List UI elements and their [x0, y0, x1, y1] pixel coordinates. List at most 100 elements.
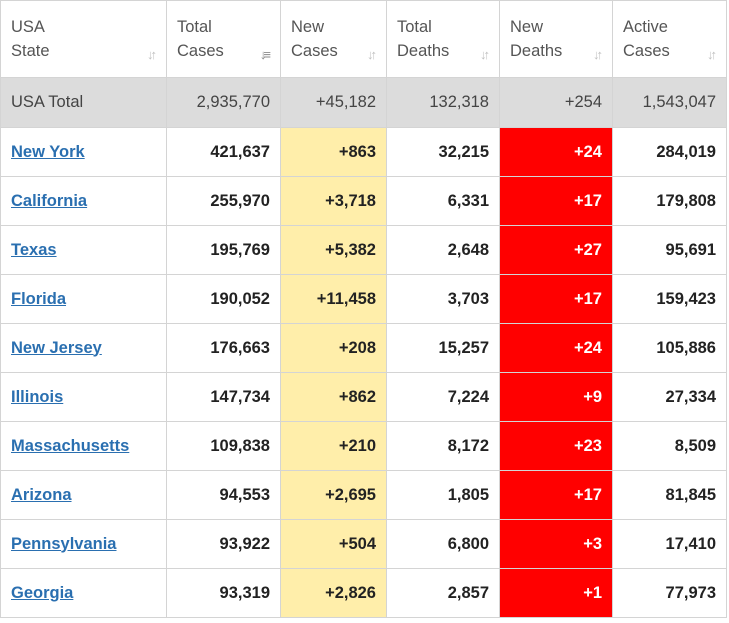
header-total-cases-line2: Cases [177, 42, 224, 60]
total-deaths-cell: 32,215 [386, 127, 500, 177]
new-cases-cell: +2,826 [280, 568, 387, 618]
state-link[interactable]: Pennsylvania [11, 534, 117, 553]
table-row: Florida 190,052 +11,458 3,703 +17 159,423 [0, 274, 727, 324]
sort-icon[interactable]: ↓↑ [367, 47, 377, 62]
table-row: Pennsylvania 93,922 +504 6,800 +3 17,410 [0, 519, 727, 569]
active-cases-cell: 81,845 [612, 470, 727, 520]
new-cases-cell: +863 [280, 127, 387, 177]
new-deaths-cell: +24 [499, 127, 613, 177]
sort-icon[interactable]: ↓↑ [593, 47, 603, 62]
state-cell: Georgia [0, 568, 167, 618]
header-total-cases[interactable]: Total Cases ↓≡ [166, 0, 281, 78]
state-cell: Massachusetts [0, 421, 167, 471]
new-cases-cell: +504 [280, 519, 387, 569]
new-deaths-cell: +24 [499, 323, 613, 373]
table-body: USA Total 2,935,770 +45,182 132,318 +254… [0, 77, 727, 618]
header-state[interactable]: USA State ↓↑ [0, 0, 167, 78]
total-deaths-cell: 1,805 [386, 470, 500, 520]
total-cases-cell: 109,838 [166, 421, 281, 471]
header-total-cases-line1: Total [177, 18, 212, 36]
state-cell: New Jersey [0, 323, 167, 373]
table-header: USA State ↓↑ Total Cases ↓≡ New Cases ↓↑… [0, 0, 727, 78]
active-cases-cell: 27,334 [612, 372, 727, 422]
header-total-deaths-line1: Total [397, 18, 432, 36]
state-link[interactable]: California [11, 191, 88, 210]
new-cases-cell: +11,458 [280, 274, 387, 324]
total-deaths-cell: 3,703 [386, 274, 500, 324]
state-link[interactable]: Florida [11, 289, 67, 308]
total-cases-cell: 176,663 [166, 323, 281, 373]
state-link[interactable]: Texas [11, 240, 57, 259]
header-new-deaths-line1: New [510, 18, 544, 36]
new-cases-cell: +210 [280, 421, 387, 471]
new-deaths-cell: +17 [499, 470, 613, 520]
new-deaths-cell: +3 [499, 519, 613, 569]
state-link[interactable]: Massachusetts [11, 436, 130, 455]
total-row: USA Total 2,935,770 +45,182 132,318 +254… [0, 77, 727, 128]
active-cases-cell: 159,423 [612, 274, 727, 324]
new-deaths-cell: +23 [499, 421, 613, 471]
header-new-deaths-line2: Deaths [510, 42, 563, 60]
state-cell: Arizona [0, 470, 167, 520]
state-link[interactable]: New York [11, 142, 85, 161]
state-link[interactable]: New Jersey [11, 338, 102, 357]
total-deaths-cell: 7,224 [386, 372, 500, 422]
total-deaths-cell: 15,257 [386, 323, 500, 373]
sort-icon[interactable]: ↓↑ [480, 47, 490, 62]
new-deaths-cell: +17 [499, 274, 613, 324]
header-active-cases[interactable]: Active Cases ↓↑ [612, 0, 727, 78]
new-cases-cell: +208 [280, 323, 387, 373]
state-cell: California [0, 176, 167, 226]
state-cell: Texas [0, 225, 167, 275]
total-deaths-cell: 2,857 [386, 568, 500, 618]
header-new-deaths[interactable]: New Deaths ↓↑ [499, 0, 613, 78]
total-new-cases: +45,182 [280, 77, 387, 128]
header-new-cases[interactable]: New Cases ↓↑ [280, 0, 387, 78]
total-cases-cell: 94,553 [166, 470, 281, 520]
table-row: California 255,970 +3,718 6,331 +17 179,808 [0, 176, 727, 226]
state-link[interactable]: Illinois [11, 387, 64, 406]
table-row: Illinois 147,734 +862 7,224 +9 27,334 [0, 372, 727, 422]
table-row: Texas 195,769 +5,382 2,648 +27 95,691 [0, 225, 727, 275]
total-total-deaths: 132,318 [386, 77, 500, 128]
total-cases-cell: 190,052 [166, 274, 281, 324]
active-cases-cell: 105,886 [612, 323, 727, 373]
total-deaths-cell: 6,800 [386, 519, 500, 569]
table-row: Arizona 94,553 +2,695 1,805 +17 81,845 [0, 470, 727, 520]
table-row: New Jersey 176,663 +208 15,257 +24 105,886 [0, 323, 727, 373]
new-cases-cell: +862 [280, 372, 387, 422]
header-state-line1: USA [11, 18, 45, 36]
new-deaths-cell: +1 [499, 568, 613, 618]
header-new-cases-line2: Cases [291, 42, 338, 60]
total-deaths-cell: 8,172 [386, 421, 500, 471]
total-deaths-cell: 6,331 [386, 176, 500, 226]
state-cell: New York [0, 127, 167, 177]
table-row: Massachusetts 109,838 +210 8,172 +23 8,509 [0, 421, 727, 471]
total-cases-cell: 195,769 [166, 225, 281, 275]
sort-desc-icon[interactable]: ↓≡ [259, 47, 271, 62]
state-link[interactable]: Arizona [11, 485, 72, 504]
sort-icon[interactable]: ↓↑ [147, 47, 157, 62]
state-cell: Illinois [0, 372, 167, 422]
header-total-deaths[interactable]: Total Deaths ↓↑ [386, 0, 500, 78]
total-label: USA Total [0, 77, 167, 128]
total-deaths-cell: 2,648 [386, 225, 500, 275]
total-cases-cell: 147,734 [166, 372, 281, 422]
active-cases-cell: 95,691 [612, 225, 727, 275]
header-active-cases-line1: Active [623, 18, 668, 36]
active-cases-cell: 17,410 [612, 519, 727, 569]
total-cases-cell: 255,970 [166, 176, 281, 226]
header-row: USA State ↓↑ Total Cases ↓≡ New Cases ↓↑… [0, 0, 727, 78]
header-new-cases-line1: New [291, 18, 325, 36]
state-cell: Florida [0, 274, 167, 324]
new-deaths-cell: +27 [499, 225, 613, 275]
total-active-cases: 1,543,047 [612, 77, 727, 128]
active-cases-cell: 77,973 [612, 568, 727, 618]
active-cases-cell: 8,509 [612, 421, 727, 471]
sort-icon[interactable]: ↓↑ [707, 47, 717, 62]
header-state-line2: State [11, 42, 50, 60]
state-link[interactable]: Georgia [11, 583, 74, 602]
new-deaths-cell: +9 [499, 372, 613, 422]
total-cases-cell: 93,922 [166, 519, 281, 569]
